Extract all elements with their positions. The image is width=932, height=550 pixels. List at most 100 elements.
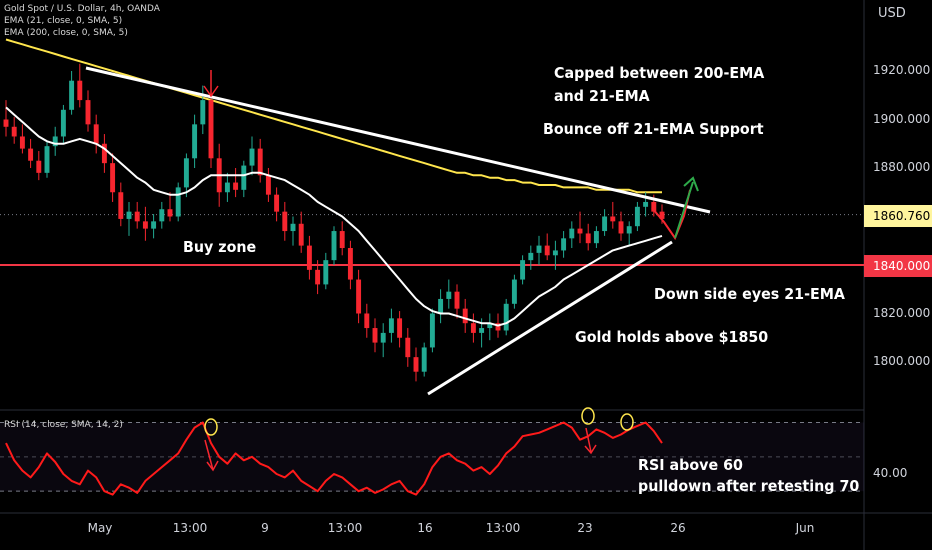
x-tick-label: 16 [417, 521, 433, 535]
candle-body [659, 211, 665, 219]
candle-body [19, 136, 25, 149]
candle-body [536, 245, 542, 253]
legend-ema21: EMA (21, close, 0, SMA, 5) [4, 16, 123, 26]
candle-body [101, 143, 107, 164]
candle-body [520, 260, 526, 280]
candle-body [651, 201, 657, 212]
rsi-pullback-arrow [204, 439, 214, 471]
candle-body [356, 279, 362, 314]
candle-body [11, 126, 17, 137]
candle-body [265, 175, 271, 195]
annotation-rsi-2: pulldown after retesting 70 [638, 477, 860, 495]
candle-body [405, 337, 411, 358]
annotation-capped-1: Capped between 200-EMA [554, 64, 765, 82]
candle-body [224, 182, 230, 193]
candle-body [347, 248, 353, 280]
candle-body [577, 228, 583, 234]
candle-body [470, 323, 476, 333]
annotation-bounce: Bounce off 21-EMA Support [543, 120, 764, 138]
candle-body [388, 318, 394, 333]
candle-body [257, 148, 263, 176]
rsi-retest-marker [581, 407, 595, 425]
candle-body [487, 323, 493, 329]
candle-body [142, 221, 148, 229]
candle-body [569, 228, 575, 239]
ema200-line [5, 38, 662, 194]
candle-body [503, 303, 509, 331]
candle-body [3, 119, 9, 127]
candle-body [118, 192, 124, 219]
candle-body [241, 165, 247, 190]
candle-body [618, 221, 624, 234]
legend-symbol: Gold Spot / U.S. Dollar, 4h, OANDA [4, 4, 160, 14]
rsi-retest-marker [620, 413, 634, 431]
y-tick-label: 1820.000 [873, 305, 931, 320]
candle-body [77, 80, 83, 101]
candle-body [331, 231, 337, 261]
annotation-down-side: Down side eyes 21-EMA [654, 285, 845, 303]
y-tick-label: 1900.000 [873, 111, 931, 126]
candle-body [28, 148, 34, 161]
candle-body [69, 80, 75, 110]
candle-body [602, 216, 608, 232]
candle-body [200, 100, 206, 125]
y-tick-label: 1880.000 [873, 160, 931, 174]
candle-body [544, 245, 550, 256]
candle-body [495, 323, 501, 331]
annotation-capped-2: and 21-EMA [554, 87, 650, 105]
candle-body [462, 308, 468, 324]
candle-body [438, 298, 444, 314]
candle-body [511, 279, 517, 304]
rsi-tick-label: 40.00 [873, 466, 908, 480]
candle-body [339, 231, 345, 249]
candle-body [126, 211, 132, 219]
candle-body [454, 291, 460, 309]
candle-body [323, 260, 329, 285]
candle-body [421, 347, 427, 372]
candle-body [446, 291, 452, 299]
candle-body [593, 231, 599, 244]
x-tick-label: 13:00 [485, 521, 521, 535]
candle-body [192, 124, 198, 159]
current-price-tag: 1860.760 [864, 205, 932, 227]
ema21-line [5, 106, 663, 327]
candle-body [167, 209, 173, 217]
candle-body [298, 223, 304, 246]
peak-arrow-head [203, 85, 219, 98]
candle-body [110, 163, 116, 193]
x-tick-label: 9 [261, 521, 269, 535]
candle-body [429, 313, 435, 348]
annotation-holds: Gold holds above $1850 [575, 328, 769, 346]
candle-body [85, 100, 91, 125]
x-tick-label: May [87, 521, 113, 535]
candle-body [552, 250, 558, 256]
legend-ema200: EMA (200, close, 0, SMA, 5) [4, 28, 128, 38]
candle-body [52, 136, 58, 147]
candle-body [282, 211, 288, 232]
candle-body [175, 187, 181, 217]
projected-pullback-path [651, 189, 691, 241]
candle-body [306, 245, 312, 270]
descending-trendline [85, 66, 711, 214]
candle-body [290, 223, 296, 232]
candle-body [44, 146, 50, 173]
annotation-buy-zone: Buy zone [183, 238, 257, 256]
legend-rsi: RSI (14, close, SMA, 14, 2) [4, 420, 123, 430]
candle-body [585, 233, 591, 244]
rsi-retest-marker [204, 418, 218, 436]
x-tick-label: 13:00 [327, 521, 363, 535]
x-tick-label: 26 [670, 521, 686, 535]
candle-body [249, 148, 255, 166]
candle-body [36, 160, 42, 173]
candle-body [643, 201, 649, 207]
candle-body [397, 318, 403, 338]
candle-body [93, 124, 99, 144]
rsi-pullback-arrow-head [206, 460, 219, 472]
x-tick-label: Jun [795, 521, 815, 535]
candle-body [528, 252, 534, 261]
candle-body [159, 209, 165, 222]
candle-body [233, 182, 239, 190]
candle-body [208, 100, 214, 159]
